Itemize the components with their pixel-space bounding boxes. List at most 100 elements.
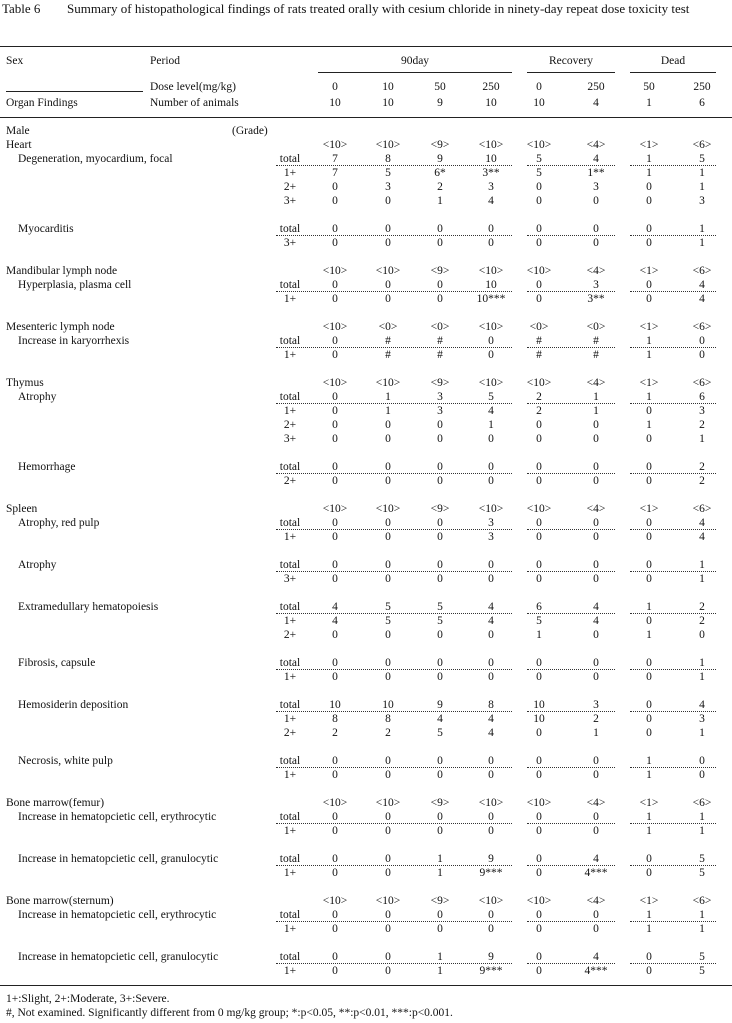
dose-value: 10	[382, 81, 394, 93]
incidence: 0	[332, 517, 338, 529]
incidence: 7	[332, 153, 338, 165]
dotted-rule	[630, 613, 716, 614]
incidence: 0	[593, 419, 599, 431]
grade: 3+	[283, 573, 297, 585]
dose-value: 50	[434, 81, 446, 93]
incidence: 0	[385, 517, 391, 529]
incidence: 0	[646, 965, 652, 977]
incidence: 4	[488, 405, 494, 417]
incidence: 0	[332, 349, 338, 361]
examined-count: <10>	[478, 895, 504, 907]
examined-count: <10>	[526, 503, 552, 515]
incidence: 1	[699, 671, 705, 683]
incidence: 0	[385, 559, 391, 571]
grade: total	[279, 153, 301, 165]
incidence: 0	[385, 923, 391, 935]
incidence: 0	[536, 825, 542, 837]
incidence: 0	[536, 909, 542, 921]
examined-count: <6>	[692, 265, 712, 277]
organ-name: Spleen	[6, 503, 38, 515]
incidence: 2	[593, 713, 599, 725]
incidence: 0	[593, 923, 599, 935]
incidence: 3	[593, 279, 599, 291]
incidence: 0	[437, 573, 443, 585]
incidence: 0	[646, 461, 652, 473]
examined-count: <10>	[322, 265, 348, 277]
dotted-rule	[527, 823, 615, 824]
dose-value: 250	[693, 81, 711, 93]
incidence: 0	[536, 769, 542, 781]
incidence: 0	[593, 433, 599, 445]
incidence: 1	[646, 419, 652, 431]
incidence: 0	[593, 475, 599, 487]
animal-count: 1	[646, 97, 652, 109]
incidence: 4	[699, 293, 705, 305]
incidence: 0	[488, 825, 494, 837]
incidence: 0	[488, 811, 494, 823]
animal-count: 9	[437, 97, 443, 109]
dotted-rule	[630, 823, 716, 824]
grade: 1+	[283, 293, 297, 305]
grade: total	[279, 951, 301, 963]
incidence: 5	[437, 615, 443, 627]
dotted-rule	[630, 235, 716, 236]
examined-count: <9>	[430, 797, 450, 809]
examined-count: <0>	[529, 321, 549, 333]
grade: 2+	[283, 475, 297, 487]
incidence: 0	[437, 223, 443, 235]
incidence: 0	[536, 181, 542, 193]
group-header: Dead	[660, 55, 686, 67]
finding-name: Hyperplasia, plasma cell	[18, 279, 132, 291]
incidence: 3	[699, 713, 705, 725]
grade: 1+	[283, 923, 297, 935]
incidence: 0	[332, 475, 338, 487]
incidence: 0	[646, 867, 652, 879]
dose-value: 250	[482, 81, 500, 93]
incidence: 0	[332, 825, 338, 837]
incidence: 0	[593, 223, 599, 235]
dotted-rule	[527, 291, 615, 292]
examined-count: <6>	[692, 377, 712, 389]
incidence: 0	[488, 237, 494, 249]
incidence: 1	[536, 629, 542, 641]
rule	[0, 117, 732, 118]
incidence: 0	[437, 671, 443, 683]
incidence: 0	[437, 909, 443, 921]
incidence: 0	[536, 531, 542, 543]
incidence: 7	[332, 167, 338, 179]
dose-value: 0	[332, 81, 338, 93]
incidence: 0	[332, 811, 338, 823]
examined-count: <0>	[586, 321, 606, 333]
header-cell: Sex	[6, 55, 24, 67]
dotted-rule	[630, 767, 716, 768]
incidence: 0	[536, 237, 542, 249]
incidence: 3	[593, 699, 599, 711]
incidence: 1	[646, 349, 652, 361]
incidence: 0	[593, 195, 599, 207]
grade: 1+	[283, 825, 297, 837]
incidence: 5	[536, 615, 542, 627]
grade: 3+	[283, 195, 297, 207]
incidence: 0	[536, 727, 542, 739]
examined-count: <10>	[478, 139, 504, 151]
finding-name: Atrophy	[18, 559, 57, 571]
incidence: 4	[488, 615, 494, 627]
incidence: 0	[699, 755, 705, 767]
dotted-rule	[527, 767, 615, 768]
incidence: 0	[385, 237, 391, 249]
dotted-rule	[527, 669, 615, 670]
examined-count: <10>	[478, 265, 504, 277]
incidence: 0	[593, 237, 599, 249]
incidence: #	[593, 349, 599, 361]
dotted-rule	[276, 571, 512, 572]
dotted-rule	[527, 473, 615, 474]
incidence: 1**	[587, 167, 605, 179]
incidence: 0	[437, 629, 443, 641]
examined-count: <9>	[430, 895, 450, 907]
incidence: 0	[488, 923, 494, 935]
incidence: 0	[437, 419, 443, 431]
examined-count: <10>	[526, 377, 552, 389]
incidence: 2	[385, 727, 391, 739]
dose-value: 250	[587, 81, 605, 93]
examined-count: <10>	[478, 797, 504, 809]
